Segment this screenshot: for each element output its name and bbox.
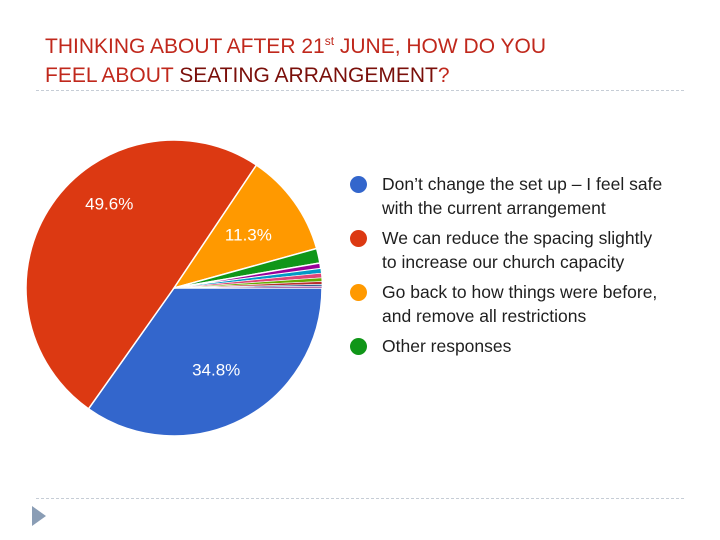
legend-item: We can reduce the spacing slightly to inc… xyxy=(350,226,710,274)
legend-swatch xyxy=(350,176,367,193)
chart-title: THINKING ABOUT AFTER 21st JUNE, HOW DO Y… xyxy=(45,32,685,90)
title-line-2-start: FEEL ABOUT xyxy=(45,64,180,87)
legend-label: Go back to how things were before, xyxy=(382,282,658,302)
legend-item: Don’t change the set up – I feel safe wit… xyxy=(350,172,710,220)
legend-item: Go back to how things were before, and re… xyxy=(350,280,710,328)
bottom-divider xyxy=(36,498,684,499)
legend-swatch xyxy=(350,338,367,355)
legend-label: Other responses xyxy=(382,336,512,356)
legend-item: Other responses xyxy=(350,334,710,358)
pie-slice xyxy=(87,287,323,437)
title-superscript: st xyxy=(324,34,335,48)
legend-swatch xyxy=(350,284,367,301)
slice-value-label: 34.8% xyxy=(192,360,240,379)
pie-slice xyxy=(25,139,258,410)
slice-value-label: 11.3% xyxy=(225,225,272,244)
title-line-1: THINKING ABOUT AFTER 21st JUNE, HOW DO Y… xyxy=(45,32,685,61)
top-divider xyxy=(36,90,684,91)
title-line-2: FEEL ABOUT SEATING ARRANGEMENT? xyxy=(45,61,685,90)
title-question-mark: ? xyxy=(437,64,450,87)
title-highlight: SEATING ARRANGEMENT xyxy=(179,64,438,87)
legend-label: and remove all restrictions xyxy=(382,306,587,326)
legend-swatch xyxy=(350,230,367,247)
next-slide-arrow-icon[interactable] xyxy=(30,505,48,527)
pie-slice xyxy=(172,164,318,290)
pie-slice xyxy=(173,285,323,289)
chart-legend: Don’t change the set up – I feel safe wit… xyxy=(350,172,710,364)
slice-value-label: 49.6% xyxy=(85,194,133,213)
title-line-1-start: THINKING ABOUT AFTER 21 xyxy=(45,35,325,58)
legend-label: with the current arrangement xyxy=(382,198,606,218)
title-line-1-end: JUNE, HOW DO YOU xyxy=(334,35,546,58)
legend-label: to increase our church capacity xyxy=(382,252,625,272)
legend-label: Don’t change the set up – I feel safe xyxy=(382,174,663,194)
legend-label: We can reduce the spacing slightly xyxy=(382,228,653,248)
